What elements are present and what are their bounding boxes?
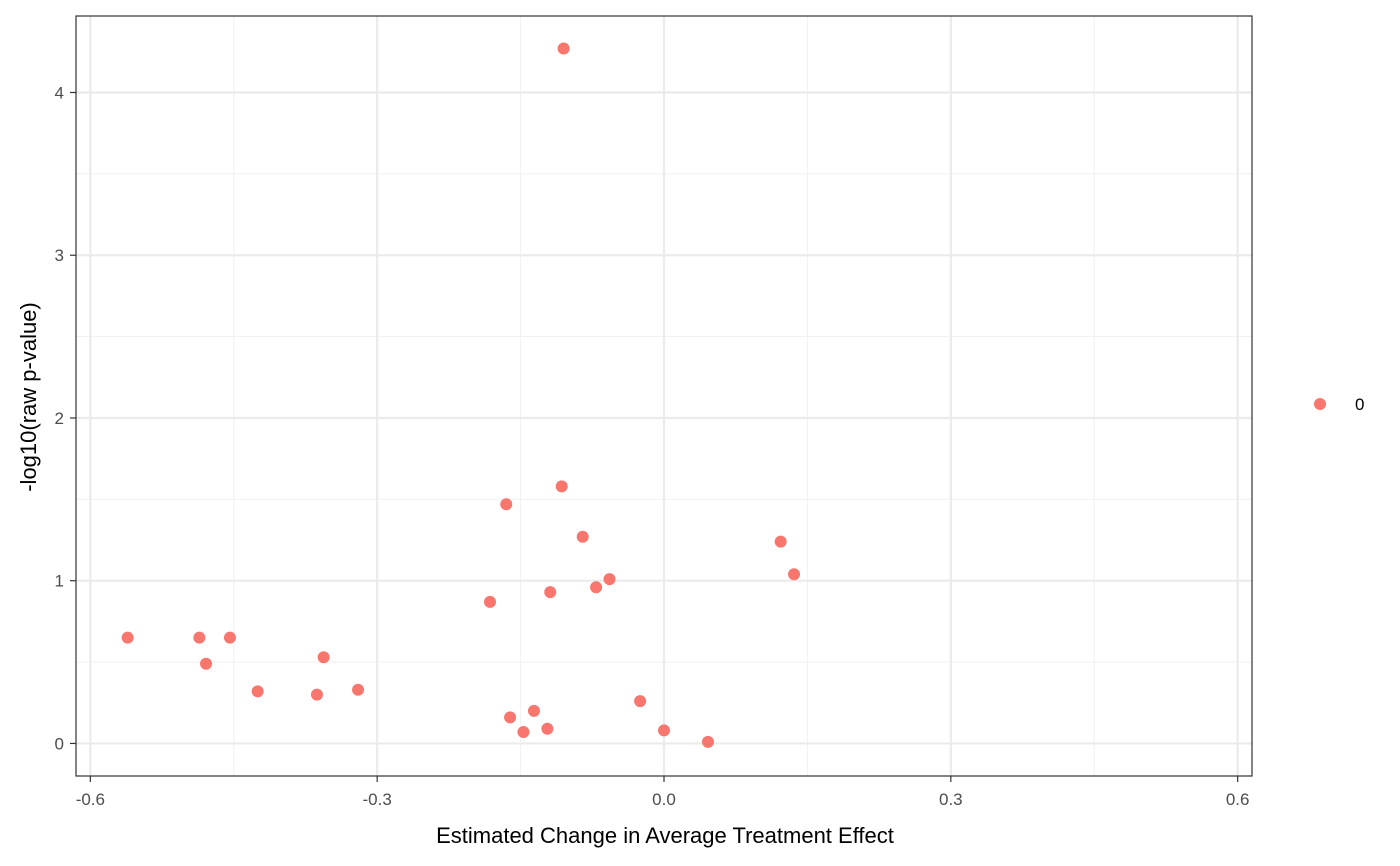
data-point — [544, 586, 557, 599]
x-tick-label: -0.3 — [363, 790, 392, 809]
data-point — [500, 498, 513, 511]
data-point — [557, 42, 570, 55]
data-point — [200, 657, 213, 670]
x-axis-ticks: -0.6 -0.3 0.0 0.3 0.6 — [76, 776, 1250, 809]
data-point — [517, 726, 530, 739]
y-tick-label: 1 — [55, 572, 64, 591]
data-point — [603, 573, 616, 586]
data-point — [504, 711, 517, 724]
data-point — [658, 724, 670, 737]
data-point — [701, 735, 714, 748]
y-tick-label: 4 — [55, 83, 64, 102]
data-point — [352, 683, 365, 696]
data-point — [590, 581, 603, 594]
data-point — [555, 480, 568, 493]
y-axis-title: -log10(raw p-value) — [16, 302, 41, 492]
y-tick-label: 2 — [55, 409, 64, 428]
data-point — [223, 631, 236, 644]
x-tick-label: -0.6 — [76, 790, 105, 809]
x-tick-label: 0.6 — [1226, 790, 1250, 809]
y-axis-ticks: 0 1 2 3 4 — [55, 83, 76, 753]
x-tick-label: 0.3 — [939, 790, 963, 809]
data-point — [541, 722, 554, 735]
x-tick-label: 0.0 — [652, 790, 676, 809]
data-point — [483, 595, 496, 608]
major-gridlines — [76, 16, 1252, 776]
x-axis-title: Estimated Change in Average Treatment Ef… — [436, 823, 894, 848]
data-point — [310, 688, 323, 701]
legend: 0 — [1314, 395, 1364, 414]
data-point — [317, 651, 330, 664]
data-point — [121, 631, 134, 644]
data-point — [788, 568, 801, 581]
data-point — [576, 530, 589, 543]
data-point — [774, 535, 787, 548]
y-tick-label: 0 — [55, 734, 64, 753]
data-points — [121, 42, 801, 748]
data-point — [193, 631, 206, 644]
legend-label-series-0: 0 — [1355, 395, 1364, 414]
legend-swatch-series-0 — [1314, 398, 1326, 410]
data-point — [527, 704, 540, 717]
y-tick-label: 3 — [55, 246, 64, 265]
data-point — [251, 685, 264, 698]
data-point — [634, 695, 647, 708]
